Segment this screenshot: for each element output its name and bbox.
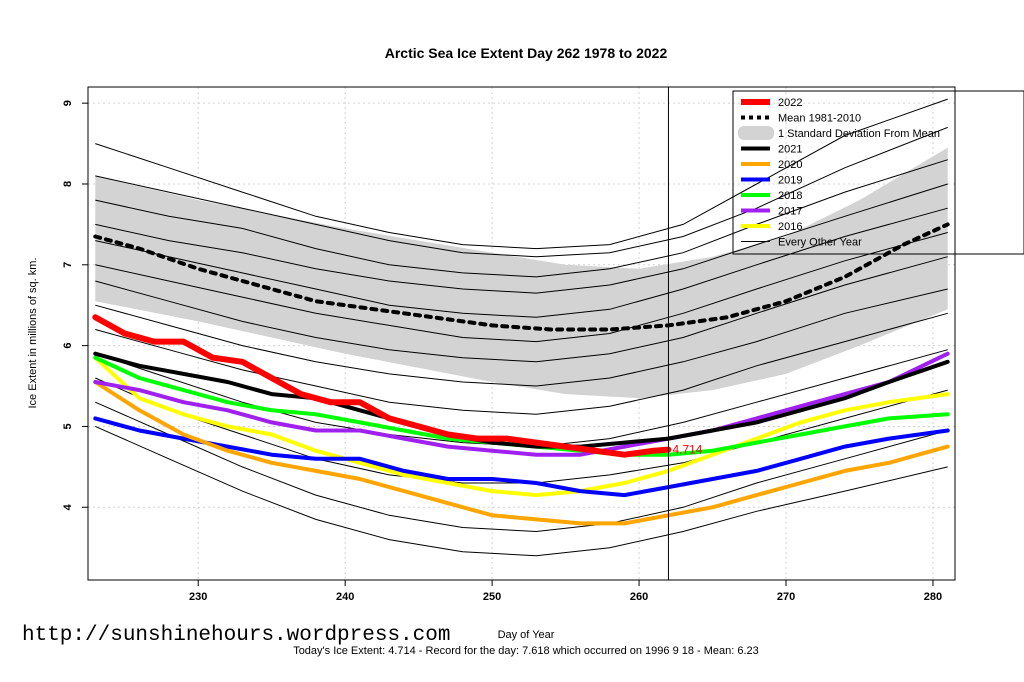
series-line-2022 bbox=[92, 314, 672, 458]
other-year-line bbox=[95, 207, 948, 318]
series-line-2021 bbox=[93, 351, 950, 449]
legend-swatch-band bbox=[738, 126, 774, 140]
other-year-line bbox=[95, 401, 948, 533]
other-year-line bbox=[95, 232, 948, 343]
legend-label: 2017 bbox=[778, 206, 802, 218]
legend-label: 2018 bbox=[778, 190, 802, 202]
axis-ticks: 230 240 250 260 270 280 4 5 6 7 8 9 bbox=[62, 100, 942, 603]
legend-label: Mean 1981-2010 bbox=[778, 113, 861, 125]
x-tick-label: 230 bbox=[189, 591, 207, 603]
legend-label: 2021 bbox=[778, 144, 802, 156]
other-year-line bbox=[95, 288, 948, 387]
legend-label: 2022 bbox=[778, 97, 802, 109]
y-tick-label: 6 bbox=[62, 343, 74, 349]
y-axis-label: Ice Extent in millions of sq. km. bbox=[27, 258, 39, 409]
x-axis-label: Day of Year bbox=[498, 629, 555, 641]
footer-stats: Today's Ice Extent: 4.714 - Record for t… bbox=[293, 645, 759, 657]
current-value-label: 4.714 bbox=[672, 443, 702, 457]
series-line-2017 bbox=[93, 351, 950, 457]
series-line-2016 bbox=[93, 355, 950, 498]
other-year-line bbox=[95, 98, 948, 250]
legend-label: 2016 bbox=[778, 221, 802, 233]
x-tick-label: 280 bbox=[924, 591, 942, 603]
other-year-line bbox=[95, 312, 948, 415]
y-tick-label: 5 bbox=[62, 423, 74, 429]
series-line-mean-1981-2010 bbox=[93, 222, 950, 332]
y-tick-label: 8 bbox=[62, 181, 74, 187]
legend-label: Every Other Year bbox=[778, 237, 862, 249]
x-tick-label: 270 bbox=[777, 591, 795, 603]
other-year-line bbox=[95, 256, 948, 363]
x-tick-label: 240 bbox=[336, 591, 354, 603]
x-tick-label: 260 bbox=[630, 591, 648, 603]
legend: 2022 Mean 1981-2010 1 Standard Deviation F… bbox=[732, 90, 1024, 255]
legend-label: 1 Standard Deviation From Mean bbox=[778, 128, 940, 140]
source-url: http://sunshinehours.wordpress.com bbox=[22, 624, 450, 647]
other-year-line bbox=[95, 126, 948, 258]
other-years-lines bbox=[95, 98, 948, 557]
legend-label: 2020 bbox=[778, 159, 802, 171]
series-line-2019 bbox=[93, 416, 950, 498]
legend-box bbox=[732, 90, 1024, 255]
x-tick-label: 250 bbox=[483, 591, 501, 603]
y-tick-label: 4 bbox=[62, 503, 74, 510]
series-lines bbox=[92, 222, 950, 526]
series-line-2020 bbox=[93, 380, 950, 526]
plot-frame bbox=[87, 86, 956, 581]
chart-title: Arctic Sea Ice Extent Day 262 1978 to 20… bbox=[385, 45, 668, 61]
legend-label: 2019 bbox=[778, 175, 802, 187]
y-tick-label: 7 bbox=[62, 262, 74, 268]
y-tick-label: 9 bbox=[62, 100, 74, 106]
other-year-line bbox=[95, 183, 948, 294]
other-year-line bbox=[95, 159, 948, 278]
other-year-line bbox=[95, 425, 948, 557]
